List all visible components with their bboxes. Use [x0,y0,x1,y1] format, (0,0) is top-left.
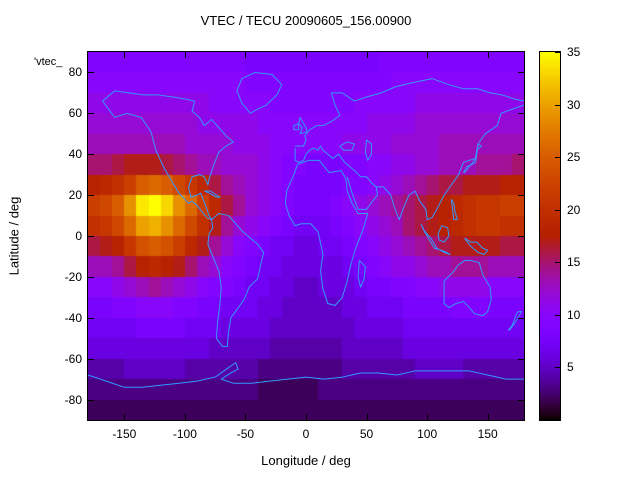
y-tick-mark-left [88,113,94,115]
coastline-great_britain [299,117,307,133]
y-axis-title: Latitude / deg [6,196,22,276]
x-tick-mark-top [366,52,368,58]
x-axis-title: Longitude / deg [261,453,351,468]
coastline-australia [444,261,491,316]
coastline-philippines [451,199,457,219]
x-tick-mark-bottom [124,414,126,420]
colorbar-tick-label: 10 [567,307,581,322]
y-tick-mark-left [88,276,94,278]
y-tick-label: -20 [64,269,82,284]
y-tick-mark-left [88,317,94,319]
x-tick-mark-bottom [366,414,368,420]
y-tick-label: 40 [68,147,82,162]
colorbar-tick-mark [555,209,560,211]
x-tick-mark-bottom [306,414,307,420]
y-tick-label: 0 [75,229,82,243]
coastline-africa [285,160,367,305]
coastline-south_america [208,214,264,347]
x-tick-label: -100 [172,427,197,441]
coastline-north_america [103,91,234,220]
y-tick-mark-right [518,399,524,401]
y-tick-mark-left [88,154,94,156]
y-tick-label: 60 [68,106,82,121]
vtec-heatmap-canvas [88,52,524,420]
y-tick-mark-right [518,154,524,156]
coastline-overlay [88,52,524,420]
colorbar-tick-mark [555,157,560,159]
coastline-madagascar [358,261,365,288]
y-tick-label: -40 [64,310,82,325]
y-tick-mark-right [518,276,524,278]
colorbar-tick-mark [555,104,560,106]
y-tick-mark-right [518,195,524,197]
colorbar-tick-mark [555,367,560,369]
x-tick-mark-top [487,52,489,58]
x-tick-mark-top [184,52,186,58]
coastline-new_guinea [465,238,488,254]
x-tick-label: 0 [302,427,310,441]
y-tick-mark-left [88,236,94,237]
coastline-borneo [438,226,449,242]
x-tick-mark-top [124,52,126,58]
coastline-japan [463,144,481,173]
coastline-europe_south [295,146,345,162]
colorbar-tick-label: 20 [567,202,581,217]
colorbar-tick-mark [555,314,560,316]
coastline-black_sea [340,142,355,150]
colorbar-tick-label: 30 [567,97,581,112]
x-tick-label: 100 [417,427,438,441]
plot-corner-artifact-text: 'vtec_ [34,56,63,68]
x-tick-mark-bottom [427,414,429,420]
x-tick-mark-bottom [184,414,186,420]
x-tick-mark-bottom [245,414,247,420]
y-tick-label: 20 [68,188,82,203]
coastline-eurasia_east [345,105,524,219]
y-tick-mark-right [518,358,524,360]
colorbar-tick-label: 15 [567,255,581,270]
coastline-greenland [237,72,282,113]
x-tick-label: -150 [112,427,137,441]
x-tick-mark-top [427,52,429,58]
colorbar-tick-label: 35 [567,45,581,59]
colorbar-gradient-canvas [540,52,560,420]
y-tick-label: -60 [64,351,82,366]
coastline-eurasia_north [295,79,524,146]
coastline-caspian_sea [365,140,371,160]
y-tick-mark-left [88,195,94,197]
coastline-cuba_hispaniola [204,191,220,197]
coastline-ireland [294,124,299,130]
chart-title: VTEC / TECU 20090605_156.00900 [200,13,412,28]
coastline-arabia [347,177,377,210]
y-tick-mark-left [88,358,94,360]
y-tick-label: 80 [68,65,82,80]
colorbar [539,51,561,421]
y-tick-mark-left [88,72,94,74]
y-tick-mark-left [88,399,94,401]
colorbar-tick-mark [555,52,560,53]
x-tick-mark-bottom [487,414,489,420]
y-tick-mark-right [518,236,524,237]
x-tick-label: 150 [477,427,498,441]
x-tick-label: 50 [359,427,374,441]
x-tick-label: -50 [236,427,255,441]
y-tick-label: -80 [64,392,82,407]
y-tick-mark-right [518,72,524,74]
y-tick-mark-right [518,317,524,319]
colorbar-tick-mark [555,262,560,264]
colorbar-tick-label: 25 [567,150,581,165]
y-tick-mark-right [518,113,524,115]
coastline-sumatra_java [421,224,450,255]
heatmap-plot-area [87,51,525,421]
x-tick-mark-top [306,52,307,58]
coastline-new_zealand [508,312,521,330]
colorbar-tick-label: 5 [567,360,574,375]
x-tick-mark-top [245,52,247,58]
coastline-antarctica [88,363,524,388]
